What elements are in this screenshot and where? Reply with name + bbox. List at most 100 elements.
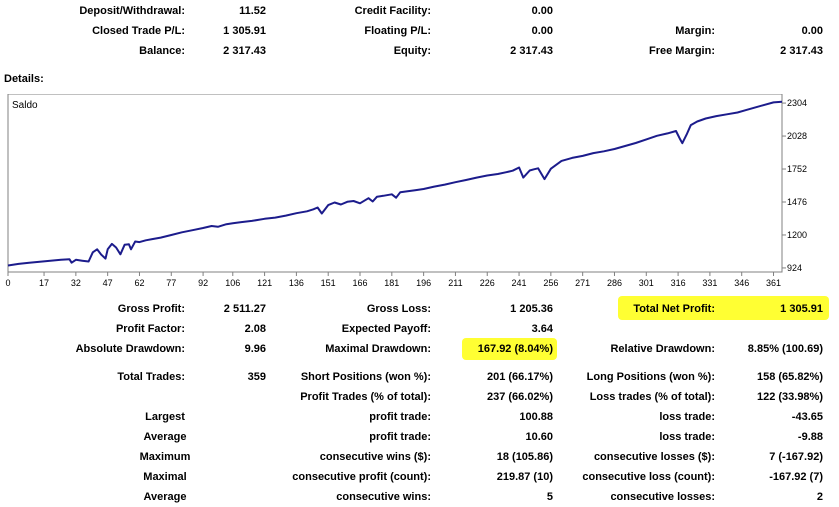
maximal-profit-value: 219.87 (10) (496, 471, 553, 483)
x-tick-label: 47 (103, 278, 113, 288)
x-tick-label: 211 (448, 278, 462, 288)
x-tick-label: 151 (321, 278, 336, 288)
average-loss-label: loss trade: (659, 431, 715, 443)
x-tick-label: 346 (734, 278, 749, 288)
margin-value: 0.00 (801, 25, 823, 37)
x-tick-label: 17 (39, 278, 49, 288)
x-tick-label: 181 (384, 278, 399, 288)
free-margin-value: 2 317.43 (780, 45, 823, 57)
equity-value: 2 317.43 (510, 45, 553, 57)
closed-trade-pl-value: 1 305.91 (223, 25, 266, 37)
saldo-line (7, 100, 783, 267)
floating-pl-value: 0.00 (531, 25, 553, 37)
x-tick-label: 331 (702, 278, 717, 288)
x-axis: 0 17 32 47 62 77 92 106 121 136 151 166 181 196 211 226… (5, 272, 781, 288)
long-positions-value: 158 (65.82%) (756, 371, 823, 383)
total-trades-value: 359 (247, 371, 266, 383)
y-tick-label: 1200 (787, 230, 807, 240)
maximum-losses-value: 7 (-167.92) (769, 451, 823, 463)
x-tick-label: 32 (71, 278, 81, 288)
loss-trades-label: Loss trades (% of total): (589, 391, 715, 403)
maximal-drawdown-value: 167.92 (8.04%) (477, 343, 553, 355)
short-positions-label: Short Positions (won %): (300, 371, 431, 383)
free-margin-label: Free Margin: (648, 45, 715, 57)
maximal-profit-label: consecutive profit (count): (292, 471, 431, 483)
x-tick-label: 77 (166, 278, 176, 288)
margin-label: Margin: (675, 25, 715, 37)
average-profit-label: profit trade: (369, 431, 431, 443)
x-tick-label: 241 (512, 278, 527, 288)
x-tick-label: 316 (671, 278, 686, 288)
largest-profit-label: profit trade: (369, 411, 431, 423)
average-profit-value: 10.60 (525, 431, 553, 443)
maximal-drawdown-highlight (462, 338, 557, 360)
deposit-withdrawal-label: Deposit/Withdrawal: (79, 5, 185, 17)
profit-factor-label: Profit Factor: (115, 323, 185, 335)
gross-loss-label: Gross Loss: (366, 303, 431, 315)
maximum-label: Maximum (139, 451, 191, 463)
largest-loss-value: -43.65 (791, 411, 823, 423)
x-tick-label: 286 (607, 278, 622, 288)
balance-label: Balance: (139, 45, 185, 57)
x-tick-label: 361 (766, 278, 781, 288)
total-net-profit-highlight (618, 296, 829, 320)
gross-loss-value: 1 205.36 (510, 303, 553, 315)
total-net-profit-value: 1 305.91 (780, 303, 823, 315)
x-tick-label: 226 (480, 278, 495, 288)
profit-trades-value: 237 (66.02%) (486, 391, 553, 403)
maximal-drawdown-label: Maximal Drawdown: (325, 343, 431, 355)
average-consecutive-losses-value: 2 (816, 491, 823, 503)
absolute-drawdown-label: Absolute Drawdown: (75, 343, 185, 355)
x-tick-label: 196 (416, 278, 431, 288)
largest-profit-value: 100.88 (519, 411, 553, 423)
absolute-drawdown-value: 9.96 (244, 343, 266, 355)
maximal-label: Maximal (143, 471, 187, 483)
total-net-profit-label: Total Net Profit: (633, 303, 715, 315)
average-consecutive-losses-label: consecutive losses: (610, 491, 715, 503)
x-tick-label: 121 (257, 278, 272, 288)
loss-trades-value: 122 (33.98%) (756, 391, 823, 403)
balance-value: 2 317.43 (223, 45, 266, 57)
average-label: Average (143, 431, 187, 443)
average-consecutive-wins-label: consecutive wins: (336, 491, 431, 503)
expected-payoff-label: Expected Payoff: (341, 323, 431, 335)
maximal-loss-label: consecutive loss (count): (582, 471, 715, 483)
profit-trades-label: Profit Trades (% of total): (300, 391, 431, 403)
relative-drawdown-value: 8.85% (100.69) (747, 343, 823, 355)
credit-facility-value: 0.00 (531, 5, 553, 17)
x-tick-label: 62 (134, 278, 144, 288)
y-tick-label: 924 (787, 263, 802, 273)
maximum-wins-label: consecutive wins ($): (319, 451, 431, 463)
largest-loss-label: loss trade: (659, 411, 715, 423)
maximum-losses-label: consecutive losses ($): (593, 451, 715, 463)
gross-profit-value: 2 511.27 (223, 303, 266, 315)
x-tick-label: 271 (575, 278, 590, 288)
x-tick-label: 106 (225, 278, 240, 288)
y-tick-label: 2028 (787, 131, 807, 141)
x-tick-label: 136 (289, 278, 304, 288)
x-tick-label: 92 (198, 278, 208, 288)
deposit-withdrawal-value: 11.52 (239, 5, 266, 17)
x-tick-label: 166 (352, 278, 367, 288)
y-axis: 924 1200 1476 1752 2028 2304 (782, 98, 807, 273)
largest-label: Largest (145, 411, 185, 423)
balance-chart: Saldo 0 17 32 47 62 77 92 106 121 136 151 166 181 196… (5, 94, 807, 288)
floating-pl-label: Floating P/L: (364, 25, 431, 37)
profit-factor-value: 2.08 (244, 323, 266, 335)
average-consecutive-label: Average (143, 491, 187, 503)
maximal-loss-value: -167.92 (7) (769, 471, 823, 483)
y-tick-label: 1752 (787, 164, 807, 174)
x-tick-label: 256 (543, 278, 558, 288)
average-consecutive-wins-value: 5 (546, 491, 553, 503)
chart-title: Saldo (12, 100, 38, 111)
y-tick-label: 1476 (787, 197, 807, 207)
relative-drawdown-label: Relative Drawdown: (610, 343, 715, 355)
closed-trade-pl-label: Closed Trade P/L: (92, 25, 185, 37)
credit-facility-label: Credit Facility: (354, 5, 431, 17)
y-tick-label: 2304 (787, 98, 807, 108)
x-tick-label: 0 (5, 278, 10, 288)
maximum-wins-value: 18 (105.86) (496, 451, 553, 463)
expected-payoff-value: 3.64 (531, 323, 553, 335)
x-tick-label: 301 (639, 278, 654, 288)
total-trades-label: Total Trades: (117, 371, 185, 383)
